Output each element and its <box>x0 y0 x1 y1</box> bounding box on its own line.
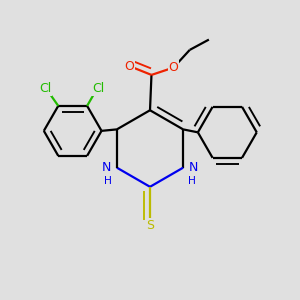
Text: Cl: Cl <box>39 82 51 95</box>
Text: H: H <box>188 176 196 186</box>
Text: N: N <box>102 161 112 174</box>
Text: O: O <box>124 60 134 73</box>
Text: O: O <box>169 61 178 74</box>
Text: Cl: Cl <box>92 82 104 95</box>
Text: N: N <box>188 161 198 174</box>
Text: H: H <box>104 176 112 186</box>
Text: S: S <box>146 219 154 232</box>
